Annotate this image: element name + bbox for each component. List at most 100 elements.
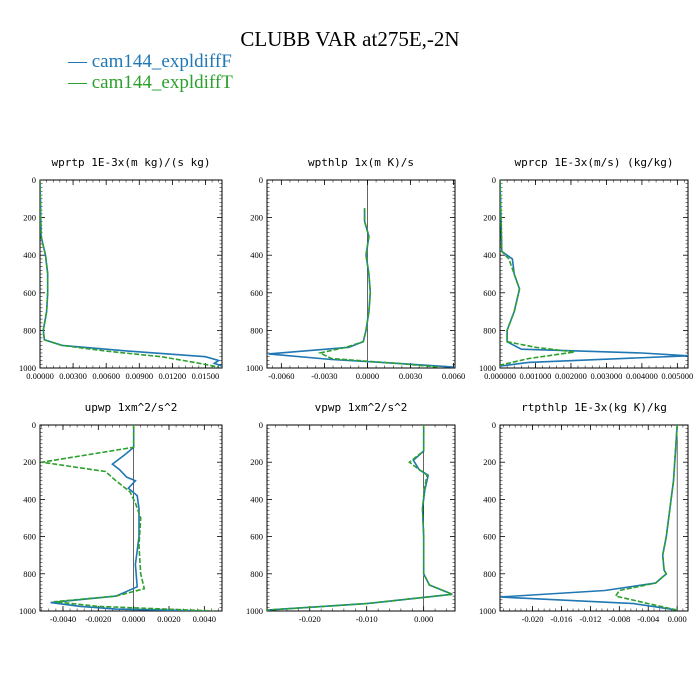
series-line-1 xyxy=(41,425,214,611)
plot-frame xyxy=(39,179,223,369)
page-title: CLUBB VAR at275E,-2N xyxy=(240,27,460,51)
panel-3: upwp 1xm^2/s^2 0 200 400 600 800 1000 -0.0040 -0… xyxy=(19,401,223,624)
y-tick-label: 400 xyxy=(483,250,496,260)
y-tick-label: 200 xyxy=(23,213,36,223)
plot-frame xyxy=(266,424,456,612)
x-tick-label: -0.020 xyxy=(522,614,544,624)
y-tick-label: 200 xyxy=(483,457,496,467)
panel-0: wprtp 1E-3x(m kg)/(s kg) 0 200 400 600 800 100… xyxy=(19,156,223,381)
plot-frame xyxy=(499,424,689,612)
x-tick-label: 0.0030 xyxy=(399,371,422,381)
x-tick-label: -0.010 xyxy=(356,614,378,624)
y-tick-label: 800 xyxy=(23,325,36,335)
x-tick-label: 0.003000 xyxy=(590,371,622,381)
y-tick-label: 400 xyxy=(23,250,36,260)
x-tick-label: 0.0000 xyxy=(122,614,145,624)
y-tick-label: 800 xyxy=(250,569,263,579)
series-line-0 xyxy=(40,180,222,367)
y-tick-label: 800 xyxy=(23,569,36,579)
x-tick-label: 0.0040 xyxy=(193,614,216,624)
y-tick-label: 1000 xyxy=(479,363,496,373)
legend-entry-expldiffT: — cam144_expldiffT xyxy=(68,72,233,94)
y-tick-label: 0 xyxy=(492,420,496,430)
y-tick-label: 0 xyxy=(32,420,36,430)
x-tick-label: 0.000 xyxy=(414,614,433,624)
x-tick-label: 0.0020 xyxy=(157,614,180,624)
x-tick-label: -0.0030 xyxy=(311,371,337,381)
series-line-0 xyxy=(500,180,688,367)
x-tick-label: 0.00900 xyxy=(125,371,153,381)
y-tick-label: 200 xyxy=(483,213,496,223)
y-tick-label: 1000 xyxy=(246,363,263,373)
y-tick-label: 600 xyxy=(23,532,36,542)
y-tick-label: 600 xyxy=(483,288,496,298)
y-tick-label: 1000 xyxy=(19,606,36,616)
y-tick-label: 600 xyxy=(250,532,263,542)
plot-frame xyxy=(499,179,689,369)
y-tick-label: 800 xyxy=(483,569,496,579)
x-tick-label: 0.00300 xyxy=(59,371,87,381)
x-tick-label: -0.016 xyxy=(550,614,572,624)
panel-2: wprcp 1E-3x(m/s) (kg/kg) 0 200 400 600 800 100… xyxy=(479,156,693,381)
panel-5: rtpthlp 1E-3x(kg K)/kg 0 200 400 600 800 1000 -… xyxy=(479,401,689,624)
y-tick-label: 200 xyxy=(23,457,36,467)
y-tick-label: 400 xyxy=(250,250,263,260)
x-tick-label: 0.01500 xyxy=(192,371,220,381)
legend-label: cam144_expldiffF xyxy=(91,51,232,72)
x-tick-label: 0.01200 xyxy=(159,371,187,381)
y-tick-label: 800 xyxy=(250,325,263,335)
x-tick-label: -0.008 xyxy=(608,614,630,624)
y-tick-label: 400 xyxy=(483,494,496,504)
y-tick-label: 0 xyxy=(259,420,263,430)
panel-title: vpwp 1xm^2/s^2 xyxy=(315,401,408,414)
y-tick-label: 1000 xyxy=(246,606,263,616)
series-line-1 xyxy=(614,425,678,611)
x-tick-label: -0.004 xyxy=(637,614,660,624)
x-tick-label: 0.00600 xyxy=(92,371,120,381)
x-tick-label: -0.0040 xyxy=(50,614,76,624)
series-line-1 xyxy=(40,180,219,368)
y-tick-label: 200 xyxy=(250,213,263,223)
series-line-0 xyxy=(500,425,678,611)
panel-title: rtpthlp 1E-3x(kg K)/kg xyxy=(521,401,667,414)
x-tick-label: 0.004000 xyxy=(626,371,658,381)
panel-4: vpwp 1xm^2/s^2 0 200 400 600 800 1000 -0.020 -0.… xyxy=(246,401,456,624)
x-tick-label: 0.000 xyxy=(668,614,687,624)
y-tick-label: 0 xyxy=(259,175,263,185)
y-tick-label: 600 xyxy=(483,532,496,542)
panel-1: wpthlp 1x(m K)/s 0 200 400 600 800 1000 -0.0060… xyxy=(246,156,465,381)
plot-frame xyxy=(39,424,223,612)
y-tick-label: 0 xyxy=(492,175,496,185)
series-line-1 xyxy=(267,425,453,611)
y-tick-label: 400 xyxy=(250,494,263,504)
panel-title: wpthlp 1x(m K)/s xyxy=(308,156,414,169)
y-tick-label: 600 xyxy=(250,288,263,298)
y-tick-label: 200 xyxy=(250,457,263,467)
y-tick-label: 1000 xyxy=(479,606,496,616)
legend-entry-expldiffF: — cam144_expldiffF xyxy=(68,51,232,73)
legend-label: cam144_expldiffT xyxy=(91,72,233,93)
x-tick-label: 0.002000 xyxy=(555,371,587,381)
x-tick-label: 0.0000 xyxy=(356,371,379,381)
x-tick-label: -0.020 xyxy=(299,614,321,624)
series-line-1 xyxy=(500,180,575,366)
panel-title: wprtp 1E-3x(m kg)/(s kg) xyxy=(52,156,211,169)
series-line-1 xyxy=(317,208,440,368)
x-tick-label: 0.00000 xyxy=(26,371,54,381)
legend-line-mark: — xyxy=(68,51,92,72)
x-tick-label: 0.005000 xyxy=(661,371,693,381)
series-line-0 xyxy=(50,425,205,611)
x-tick-label: 0.000000 xyxy=(484,371,516,381)
x-tick-label: -0.0060 xyxy=(268,371,294,381)
series-line-0 xyxy=(268,208,454,368)
series-line-0 xyxy=(267,425,453,611)
x-tick-label: -0.0020 xyxy=(85,614,111,624)
y-tick-label: 600 xyxy=(23,288,36,298)
panel-title: upwp 1xm^2/s^2 xyxy=(85,401,178,414)
y-tick-label: 1000 xyxy=(19,363,36,373)
y-tick-label: 0 xyxy=(32,175,36,185)
legend-line-mark: — xyxy=(68,72,92,93)
x-tick-label: 0.0060 xyxy=(442,371,465,381)
x-tick-label: -0.012 xyxy=(579,614,601,624)
